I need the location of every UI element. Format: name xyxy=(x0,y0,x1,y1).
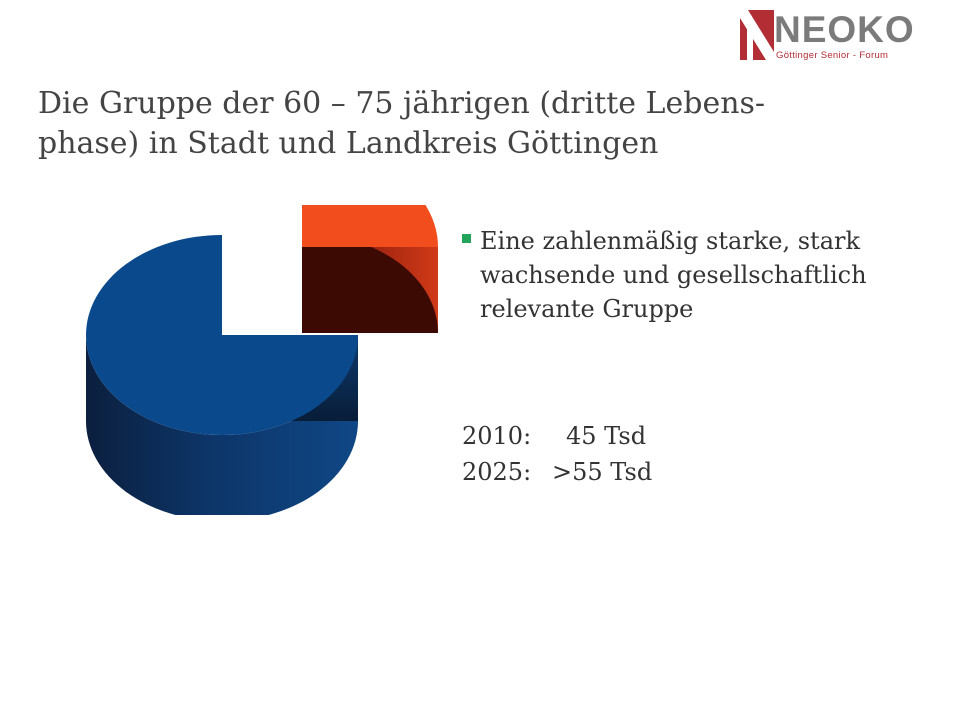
bullet-item: Eine zahlenmäßig starke, stark wachsende… xyxy=(462,224,882,326)
pie-slice-red xyxy=(302,205,438,247)
stat-row-2010: 2010: 45 Tsd xyxy=(462,418,652,454)
stats-block: 2010: 45 Tsd 2025: >55 Tsd xyxy=(462,418,652,490)
pie-slice-blue-side xyxy=(86,335,358,515)
pie-chart xyxy=(86,205,438,515)
stat-row-2025: 2025: >55 Tsd xyxy=(462,454,652,490)
stat-year: 2010: xyxy=(462,422,532,450)
logo-subtitle: Göttinger Senior - Forum xyxy=(776,50,889,61)
stat-year: 2025: xyxy=(462,458,532,486)
stat-value: 45 Tsd xyxy=(566,422,647,450)
stat-value: >55 Tsd xyxy=(552,458,653,486)
neoko-logo: NEOKO Göttinger Senior - Forum xyxy=(738,6,914,66)
pie-slice-blue xyxy=(86,235,358,435)
bullet-square-icon xyxy=(462,234,471,243)
logo-name: NEOKO xyxy=(774,9,915,50)
neoko-logo-mark-icon xyxy=(740,10,774,60)
slide-title: Die Gruppe der 60 – 75 jährigen (dritte … xyxy=(38,86,766,161)
bullet-text: Eine zahlenmäßig starke, stark wachsende… xyxy=(480,227,867,323)
pie-slice-red-cut-face xyxy=(302,247,438,333)
